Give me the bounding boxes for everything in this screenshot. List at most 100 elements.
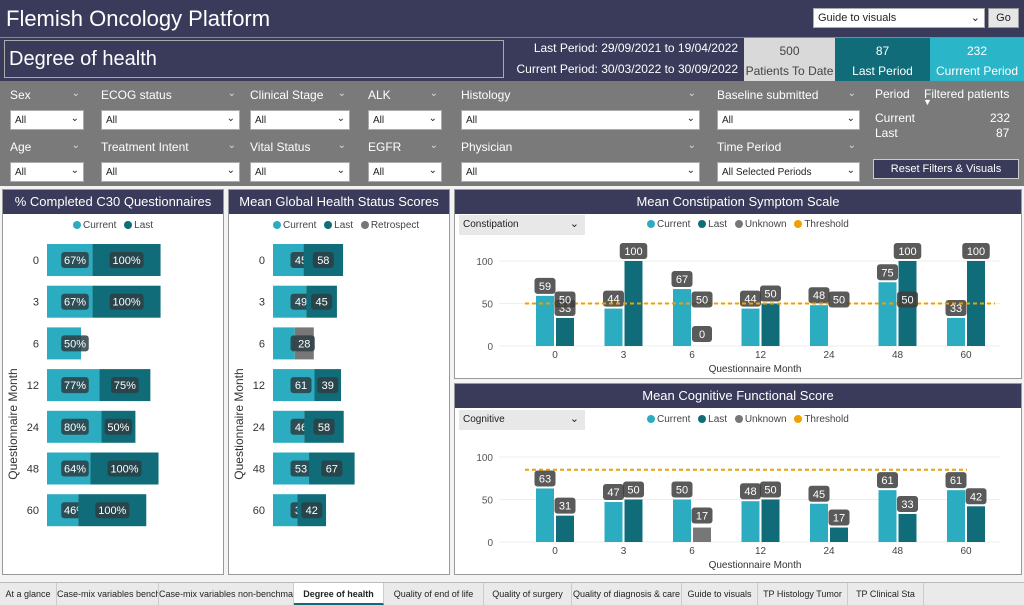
legend-item-threshold[interactable]: Threshold [794,219,849,230]
data-label-bg [619,243,648,259]
filter-value: All [466,167,478,178]
legend-dot [647,415,655,424]
tab-guide-to-visuals[interactable]: Guide to visuals [682,583,758,605]
data-label: 0 [699,329,705,341]
filter-value: All [373,115,385,126]
filter-clinical-stage[interactable]: Clinical Stage ⌄ All ⌄ [250,88,350,130]
data-label-bg [534,470,556,487]
guide-select[interactable]: Guide to visuals ⌄ [813,8,985,28]
filter-select[interactable]: All ⌄ [368,162,442,182]
function-select[interactable]: Cognitive ⌄ [459,410,585,430]
tab-case-mix-variables-non-benchmarked[interactable]: Case-mix variables non-benchmarked [159,583,294,605]
bar-current [810,503,828,542]
filter-ecog[interactable]: ECOG status ⌄ All ⌄ [101,88,240,130]
tab-quality-of-end-of-life[interactable]: Quality of end of life [384,583,484,605]
data-label: 17 [833,513,845,525]
data-label-bg [740,483,761,500]
legend-item-current[interactable]: Current [73,220,116,231]
kpi-value: 87 [875,44,890,58]
filter-select[interactable]: All ⌄ [717,110,860,130]
legend-item-current[interactable]: Current [647,414,690,425]
filter-treatment-intent[interactable]: Treatment Intent ⌄ All ⌄ [101,140,240,182]
filter-select[interactable]: All ⌄ [101,162,240,182]
data-label: 50 [764,485,776,497]
y-tick-label: 50 [482,496,494,507]
chevron-down-icon: ⌄ [337,88,346,99]
filter-select[interactable]: All ⌄ [250,110,350,130]
kpi-patients-to-date: 500 Patients To Date [744,38,835,82]
data-label-bg [61,252,89,268]
filter-sex[interactable]: Sex ⌄ All ⌄ [10,88,84,130]
filter-histology[interactable]: Histology ⌄ All ⌄ [461,88,700,130]
x-axis-title: Questionnaire Month [709,364,802,375]
symptom-select[interactable]: Constipation ⌄ [459,215,585,235]
legend-item-retrospect[interactable]: Retrospect [360,220,419,231]
filter-label: ECOG status [101,88,172,102]
legend-item-current[interactable]: Current [647,219,690,230]
chevron-down-icon: ⌄ [71,88,80,99]
tab-degree-of-health[interactable]: Degree of health [294,583,384,605]
filter-select[interactable]: All ⌄ [461,162,700,182]
legend-item-last[interactable]: Last [698,219,727,230]
legend-item-last[interactable]: Last [124,220,153,231]
legend-item-last[interactable]: Last [324,220,353,231]
data-label: 42 [970,491,982,503]
bar-current [810,305,828,346]
chevron-down-icon: ⌄ [846,113,855,124]
filter-baseline-submitted[interactable]: Baseline submitted ⌄ All ⌄ [717,88,860,130]
data-label-bg [61,335,89,352]
filter-age[interactable]: Age ⌄ All ⌄ [10,140,84,182]
filter-egfr[interactable]: EGFR ⌄ All ⌄ [368,140,442,182]
data-label-bg [623,481,644,498]
filter-select[interactable]: All ⌄ [101,110,240,130]
data-label: 67% [64,297,86,309]
filter-select[interactable]: All Selected Periods ⌄ [717,162,860,182]
data-label-bg [603,484,624,501]
filter-value: All Selected Periods [722,167,812,178]
go-button[interactable]: Go [988,8,1019,28]
bar-current [604,502,623,542]
tab-at-a-glance[interactable]: At a glance [0,583,57,605]
tab-case-mix-variables-benchmarked[interactable]: Case-mix variables benchmarked [57,583,159,605]
filter-vital-status[interactable]: Vital Status ⌄ All ⌄ [250,140,350,182]
data-label: 53 [295,464,307,476]
filter-select[interactable]: All ⌄ [10,162,84,182]
data-label: 50 [559,295,571,307]
filter-value: All [15,167,27,178]
x-tick-label: 24 [823,546,835,557]
legend-label: Unknown [744,414,787,425]
filter-select[interactable]: All ⌄ [461,110,700,130]
filter-select[interactable]: All ⌄ [250,162,350,182]
category-label: 6 [33,338,39,350]
chevron-down-icon: ⌄ [70,113,79,124]
legend-item-last[interactable]: Last [698,414,727,425]
legend-item-current[interactable]: Current [273,220,316,231]
filter-time-period[interactable]: Time Period ⌄ All Selected Periods ⌄ [717,140,860,182]
tab-quality-of-surgery[interactable]: Quality of surgery [484,583,572,605]
legend-label: Current [657,219,691,230]
chevron-down-icon: ⌄ [71,140,80,151]
legend-item-threshold[interactable]: Threshold [794,414,849,425]
tab-quality-of-diagnosis-care[interactable]: Quality of diagnosis & care [572,583,682,605]
data-label-bg [554,497,576,514]
legend-item-unknown[interactable]: Unknown [734,219,787,230]
filter-select[interactable]: All ⌄ [368,110,442,130]
chevron-down-icon: ⌄ [687,140,696,151]
x-tick-label: 0 [552,350,558,361]
filter-select[interactable]: All ⌄ [10,110,84,130]
tab-tp-clinical-sta[interactable]: TP Clinical Sta [848,583,924,605]
legend-item-unknown[interactable]: Unknown [734,414,787,425]
filter-value: All [466,115,478,126]
data-label: 100% [112,255,140,267]
legend-label: Last [134,220,154,231]
filter-alk[interactable]: ALK ⌄ All ⌄ [368,88,442,130]
x-tick-label: 6 [689,546,695,557]
sort-down-icon[interactable]: ▼ [923,97,932,107]
chevron-down-icon: ⌄ [569,218,579,230]
tab-tp-histology-tumor[interactable]: TP Histology Tumor [758,583,848,605]
data-label: 39 [322,380,334,392]
legend-dot [73,221,81,230]
y-tick-label: 100 [476,453,493,464]
reset-filters-button[interactable]: Reset Filters & Visuals [873,159,1019,179]
filter-physician[interactable]: Physician ⌄ All ⌄ [461,140,700,182]
